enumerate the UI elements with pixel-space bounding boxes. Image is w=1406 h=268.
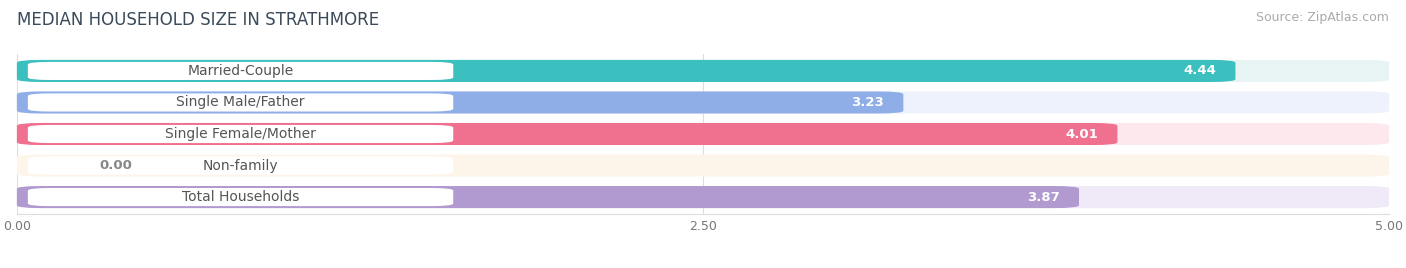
FancyBboxPatch shape: [17, 186, 1078, 208]
FancyBboxPatch shape: [28, 188, 453, 206]
FancyBboxPatch shape: [28, 125, 453, 143]
Text: 3.23: 3.23: [852, 96, 884, 109]
FancyBboxPatch shape: [17, 60, 1389, 82]
Text: 3.87: 3.87: [1026, 191, 1060, 204]
Text: Married-Couple: Married-Couple: [187, 64, 294, 78]
FancyBboxPatch shape: [17, 123, 1118, 145]
Text: MEDIAN HOUSEHOLD SIZE IN STRATHMORE: MEDIAN HOUSEHOLD SIZE IN STRATHMORE: [17, 11, 380, 29]
Text: Single Female/Mother: Single Female/Mother: [165, 127, 316, 141]
Text: Non-family: Non-family: [202, 159, 278, 173]
Text: 4.44: 4.44: [1184, 64, 1216, 77]
FancyBboxPatch shape: [17, 91, 903, 114]
FancyBboxPatch shape: [28, 157, 453, 174]
FancyBboxPatch shape: [17, 186, 1389, 208]
Text: Total Households: Total Households: [181, 190, 299, 204]
Text: 4.01: 4.01: [1066, 128, 1098, 140]
Text: 0.00: 0.00: [100, 159, 132, 172]
Text: Single Male/Father: Single Male/Father: [176, 95, 305, 109]
FancyBboxPatch shape: [17, 91, 1389, 114]
Text: Source: ZipAtlas.com: Source: ZipAtlas.com: [1256, 11, 1389, 24]
FancyBboxPatch shape: [28, 62, 453, 80]
FancyBboxPatch shape: [17, 123, 1389, 145]
FancyBboxPatch shape: [28, 94, 453, 111]
FancyBboxPatch shape: [17, 60, 1236, 82]
FancyBboxPatch shape: [17, 154, 1389, 177]
